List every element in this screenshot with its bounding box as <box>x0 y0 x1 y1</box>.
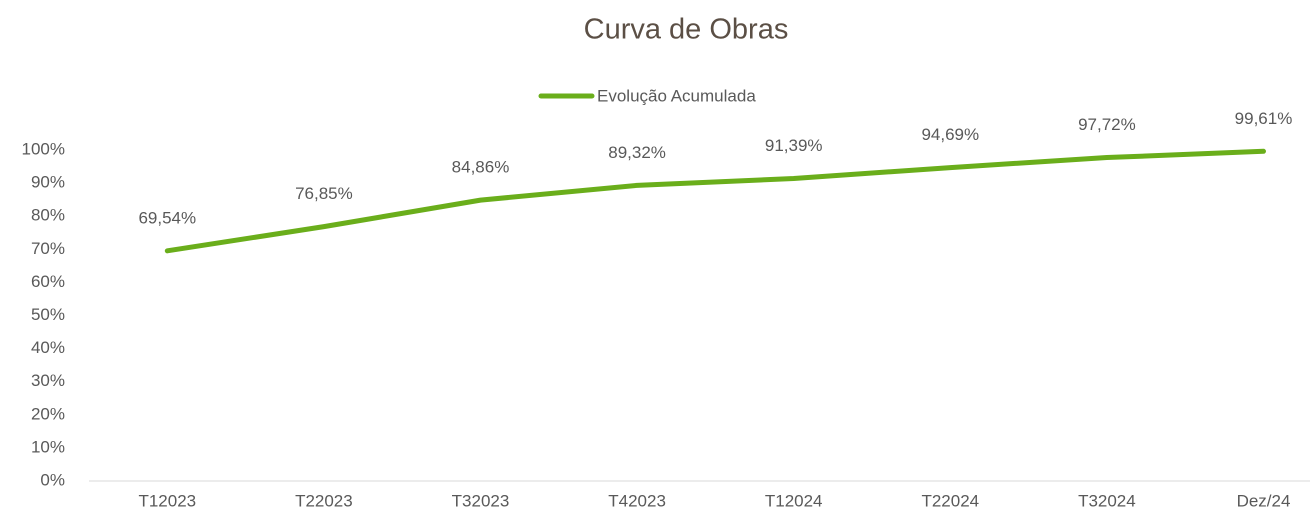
chart-title: Curva de Obras <box>584 14 789 46</box>
x-tick-label: T42023 <box>608 491 666 510</box>
y-tick-label: 80% <box>31 206 65 225</box>
data-label: 76,85% <box>295 184 353 203</box>
data-label: 94,69% <box>921 125 979 144</box>
data-label: 69,54% <box>138 208 196 227</box>
y-tick-label: 70% <box>31 239 65 258</box>
x-tick-label: T12023 <box>138 491 196 510</box>
x-tick-label: T12024 <box>765 491 823 510</box>
data-label: 89,32% <box>608 143 666 162</box>
series-line <box>164 148 1266 254</box>
y-tick-label: 20% <box>31 404 65 423</box>
y-tick-label: 40% <box>31 338 65 357</box>
x-tick-label: T22024 <box>921 491 979 510</box>
y-tick-label: 90% <box>31 173 65 192</box>
x-tick-label: Dez/24 <box>1237 491 1291 510</box>
x-tick-label: T32023 <box>452 491 510 510</box>
y-tick-label: 100% <box>22 139 65 158</box>
y-tick-label: 30% <box>31 371 65 390</box>
data-label: 99,61% <box>1235 109 1293 128</box>
data-label: 84,86% <box>452 158 510 177</box>
legend-label: Evolução Acumulada <box>597 86 756 105</box>
data-label: 91,39% <box>765 136 823 155</box>
x-tick-label: T32024 <box>1078 491 1136 510</box>
y-tick-label: 10% <box>31 437 65 456</box>
y-tick-label: 50% <box>31 305 65 324</box>
data-label: 97,72% <box>1078 115 1136 134</box>
x-tick-label: T22023 <box>295 491 353 510</box>
y-tick-label: 0% <box>40 470 65 489</box>
y-tick-label: 60% <box>31 272 65 291</box>
